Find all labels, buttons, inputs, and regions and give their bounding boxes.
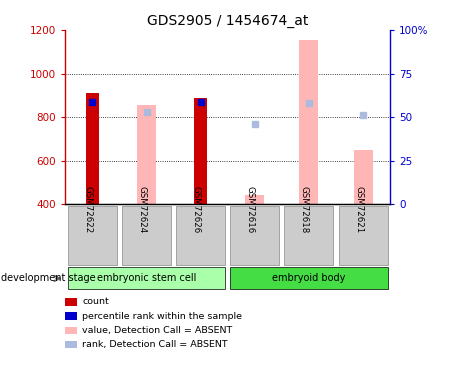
Text: GSM72618: GSM72618	[300, 186, 309, 233]
Bar	[194, 98, 207, 204]
Bar	[176, 206, 225, 265]
Text: GSM72624: GSM72624	[138, 186, 147, 233]
Text: GSM72621: GSM72621	[354, 186, 363, 233]
Text: embryoid body: embryoid body	[272, 273, 345, 284]
Bar	[122, 206, 171, 265]
Bar	[68, 206, 117, 265]
Bar	[245, 195, 264, 204]
Text: embryonic stem cell: embryonic stem cell	[97, 273, 196, 284]
Bar	[86, 93, 99, 204]
Bar	[68, 267, 225, 290]
Text: GSM72616: GSM72616	[246, 186, 255, 233]
Bar	[230, 206, 279, 265]
Title: GDS2905 / 1454674_at: GDS2905 / 1454674_at	[147, 13, 308, 28]
Text: rank, Detection Call = ABSENT: rank, Detection Call = ABSENT	[82, 340, 228, 349]
Text: value, Detection Call = ABSENT: value, Detection Call = ABSENT	[82, 326, 232, 335]
Bar	[285, 206, 333, 265]
Text: GSM72622: GSM72622	[83, 186, 92, 233]
Bar	[137, 105, 156, 204]
Bar	[354, 150, 373, 204]
Text: development stage: development stage	[1, 273, 96, 284]
Text: percentile rank within the sample: percentile rank within the sample	[82, 312, 242, 321]
Bar	[339, 206, 387, 265]
Text: GSM72626: GSM72626	[192, 186, 201, 233]
Bar	[230, 267, 387, 290]
Bar	[299, 40, 318, 204]
Text: count: count	[82, 297, 109, 306]
